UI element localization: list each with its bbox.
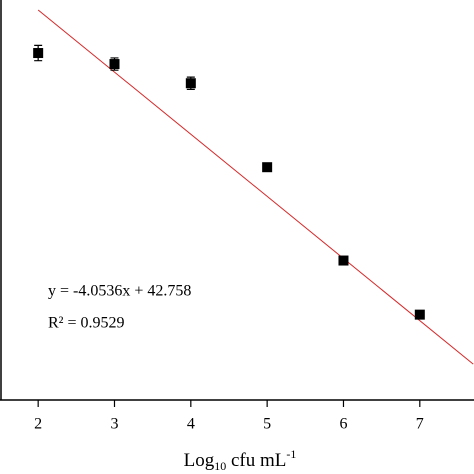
point (414, 309, 425, 320)
x-tick-label: 5 (263, 416, 271, 433)
r-squared: R² = 0.9529 (48, 315, 125, 332)
fit-line (37, 9, 474, 365)
x-label-part: cfu mL (226, 450, 286, 471)
x-tick-label: 4 (187, 416, 195, 433)
equation: y = -4.0536x + 42.758 (48, 283, 191, 300)
x-axis-label: Log10 cfu mL-1 (184, 447, 297, 473)
x-tick-label: 3 (110, 416, 118, 433)
point (262, 162, 273, 173)
x-tick-label: 6 (339, 416, 347, 433)
point (33, 48, 44, 59)
x-tick-label: 7 (416, 416, 424, 433)
x-tick-label: 2 (34, 416, 42, 433)
x-label-part: Log (184, 450, 215, 471)
point (185, 78, 196, 89)
x-label-sub: 10 (214, 459, 226, 473)
point (109, 59, 120, 70)
point (338, 255, 349, 266)
x-label-sup: -1 (286, 447, 296, 461)
